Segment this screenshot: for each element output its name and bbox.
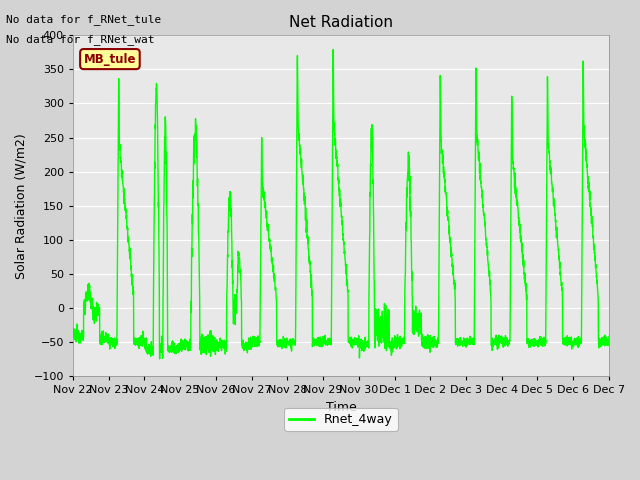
Legend: Rnet_4way: Rnet_4way <box>284 408 398 431</box>
Title: Net Radiation: Net Radiation <box>289 15 393 30</box>
Y-axis label: Solar Radiation (W/m2): Solar Radiation (W/m2) <box>15 133 28 278</box>
Text: No data for f_RNet_wat: No data for f_RNet_wat <box>6 34 155 45</box>
Text: MB_tule: MB_tule <box>84 53 136 66</box>
X-axis label: Time: Time <box>326 400 356 413</box>
Text: No data for f_RNet_tule: No data for f_RNet_tule <box>6 14 162 25</box>
